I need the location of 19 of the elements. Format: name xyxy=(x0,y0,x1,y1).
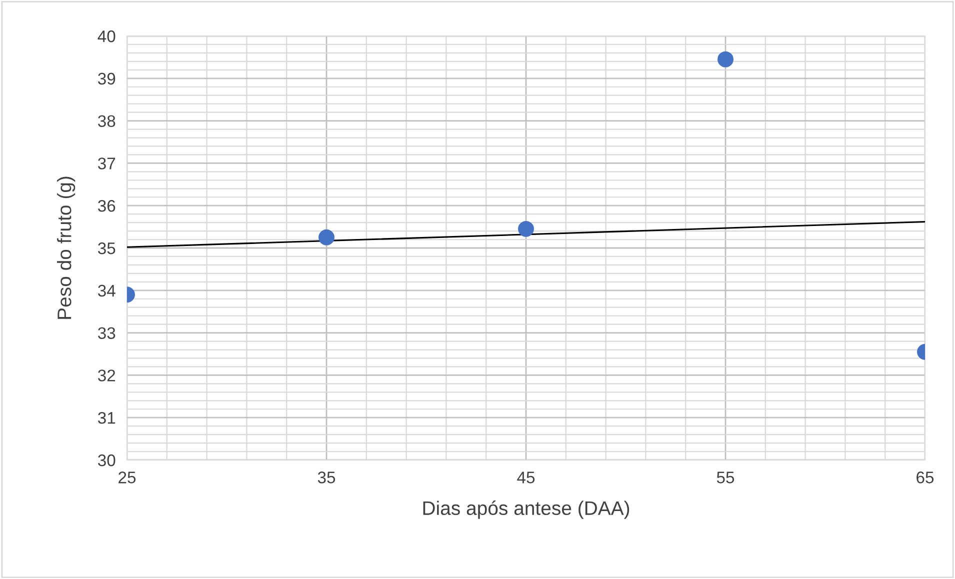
point xyxy=(518,220,534,237)
x-tick-label: 45 xyxy=(517,472,535,484)
y-tick-label: 32 xyxy=(98,370,116,382)
y-tick-label: 31 xyxy=(98,412,116,424)
x-tick-label: 65 xyxy=(916,472,934,484)
y-tick-label: 37 xyxy=(98,158,116,170)
x-tick-label: 25 xyxy=(118,472,136,484)
y-tick-label: 33 xyxy=(98,327,116,340)
y-tick-label: 35 xyxy=(98,242,116,254)
x-tick-label: 35 xyxy=(318,472,336,484)
x-axis-title: Dias após antese (DAA) xyxy=(423,500,630,519)
x-tick-label: 55 xyxy=(716,472,734,484)
y-tick-label: 40 xyxy=(98,30,116,42)
y-axis-title: Peso do fruto (g) xyxy=(57,176,76,319)
y-tick-label: 38 xyxy=(98,115,116,128)
y-tick-label: 39 xyxy=(98,72,116,85)
y-tick-label: 36 xyxy=(98,200,116,212)
y-tick-label: 30 xyxy=(98,454,116,466)
y-tick-label: 34 xyxy=(98,284,116,297)
